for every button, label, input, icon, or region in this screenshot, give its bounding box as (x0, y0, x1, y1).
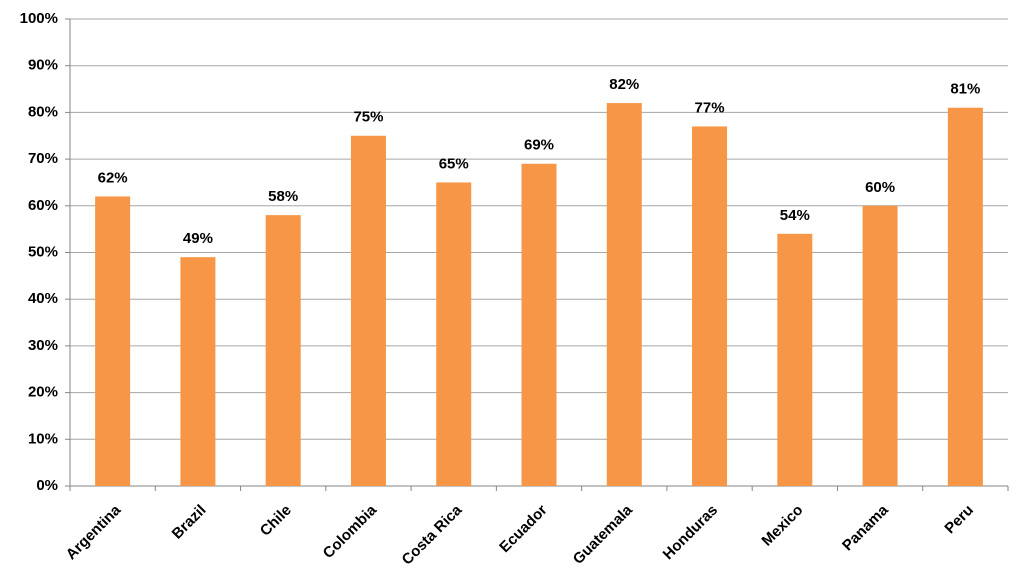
x-tick-label: Chile (257, 502, 295, 540)
data-label: 65% (439, 155, 469, 172)
y-tick-label: 100% (20, 10, 58, 27)
data-label: 54% (780, 207, 810, 224)
data-label: 60% (865, 179, 895, 196)
y-tick-label: 60% (28, 197, 58, 214)
data-label: 81% (950, 81, 980, 98)
x-tick-label: Guatemala (570, 501, 637, 568)
y-tick-label: 70% (28, 150, 58, 167)
bar (95, 196, 131, 486)
bar (777, 233, 813, 486)
x-tick-label: Brazil (169, 502, 210, 543)
data-label: 69% (524, 137, 554, 154)
y-tick-label: 30% (28, 337, 58, 354)
data-label: 58% (268, 188, 298, 205)
bar (436, 182, 472, 486)
bar (180, 257, 216, 486)
y-tick-label: 10% (28, 430, 58, 447)
data-label: 75% (353, 109, 383, 126)
bar (350, 135, 386, 486)
y-tick-label: 0% (36, 477, 58, 494)
bar (947, 107, 983, 486)
x-tick-label: Peru (941, 502, 977, 538)
x-tick-label: Colombia (320, 501, 381, 562)
y-tick-label: 90% (28, 57, 58, 74)
data-label: 82% (609, 76, 639, 93)
x-tick-label: Panama (839, 501, 892, 554)
x-tick-label: Honduras (660, 502, 722, 564)
y-tick-label: 40% (28, 290, 58, 307)
x-tick-label: Ecuador (496, 501, 551, 556)
bar (862, 205, 898, 487)
bar (692, 126, 728, 486)
x-tick-label: Argentina (63, 501, 125, 563)
x-tick-label: Mexico (758, 502, 806, 550)
bar (265, 215, 301, 486)
bar (606, 103, 642, 486)
y-tick-label: 50% (28, 243, 58, 260)
y-tick-label: 20% (28, 384, 58, 401)
data-label: 77% (695, 99, 725, 116)
data-label: 49% (183, 230, 213, 247)
data-label: 62% (98, 169, 128, 186)
bar (521, 163, 557, 486)
x-tick-label: Costa Rica (399, 501, 466, 568)
y-tick-label: 80% (28, 103, 58, 120)
